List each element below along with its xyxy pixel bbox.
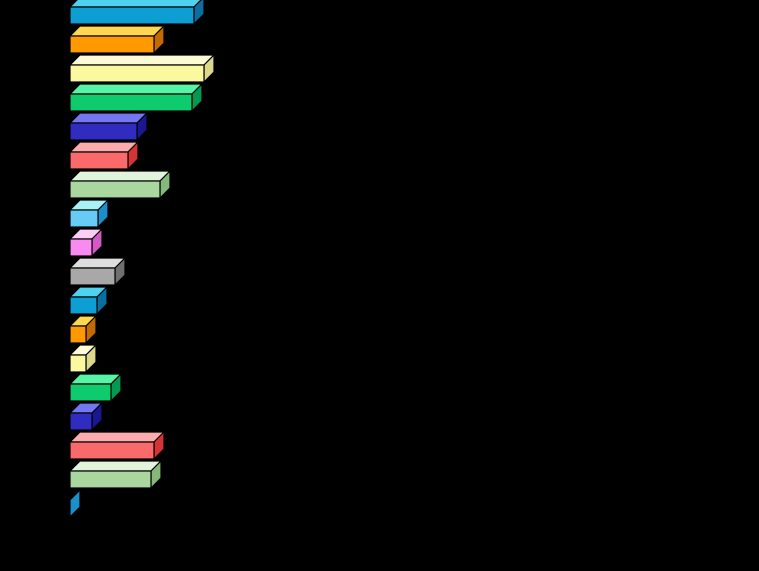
bar-6-front-face — [69, 151, 129, 170]
bar-6[interactable] — [68, 140, 140, 171]
bar-4-front-face — [69, 93, 193, 112]
bar-1-top-face — [68, 0, 202, 8]
bar-1-front-face — [69, 6, 195, 25]
bar-7-top-face — [68, 170, 172, 182]
bar-17-top-face — [68, 460, 163, 472]
bar-5-top-face — [68, 112, 149, 124]
bar-6-top-face — [68, 141, 140, 153]
bar-16-front-face — [69, 441, 155, 460]
bar-12-front-face — [69, 325, 87, 344]
bar-10[interactable] — [68, 256, 127, 287]
bar-3[interactable] — [68, 53, 216, 84]
bar-9-front-face — [69, 238, 93, 257]
bar-11-front-face — [69, 296, 98, 315]
bar-7-front-face — [69, 180, 161, 199]
bar-2[interactable] — [68, 24, 166, 55]
bar-5-front-face — [69, 122, 138, 141]
bar-5[interactable] — [68, 111, 149, 142]
bar-3-top-face — [68, 54, 216, 66]
bar-14[interactable] — [68, 372, 123, 403]
bar-17[interactable] — [68, 459, 163, 490]
bar-7[interactable] — [68, 169, 172, 200]
bar-15[interactable] — [68, 401, 104, 432]
bar-2-top-face — [68, 25, 166, 37]
bar-14-front-face — [69, 383, 112, 402]
bar-9[interactable] — [68, 227, 104, 258]
bar-4-top-face — [68, 83, 204, 95]
bar-16-top-face — [68, 431, 166, 443]
bar-1[interactable] — [68, 0, 205, 26]
bar-11[interactable] — [68, 285, 109, 316]
bar-4[interactable] — [68, 82, 204, 113]
bar-2-front-face — [69, 35, 155, 54]
bar-15-front-face — [69, 412, 93, 431]
bar-3-front-face — [69, 64, 205, 83]
bar-18-side-face — [69, 488, 81, 519]
bar-8-front-face — [69, 209, 99, 228]
bar-8[interactable] — [68, 198, 110, 229]
bar-13[interactable] — [68, 343, 98, 374]
bar-18[interactable] — [69, 488, 81, 519]
bar-16[interactable] — [68, 430, 166, 461]
bar-12[interactable] — [68, 314, 98, 345]
bar-10-front-face — [69, 267, 116, 286]
bar-17-front-face — [69, 470, 152, 489]
bar-13-front-face — [69, 354, 87, 373]
